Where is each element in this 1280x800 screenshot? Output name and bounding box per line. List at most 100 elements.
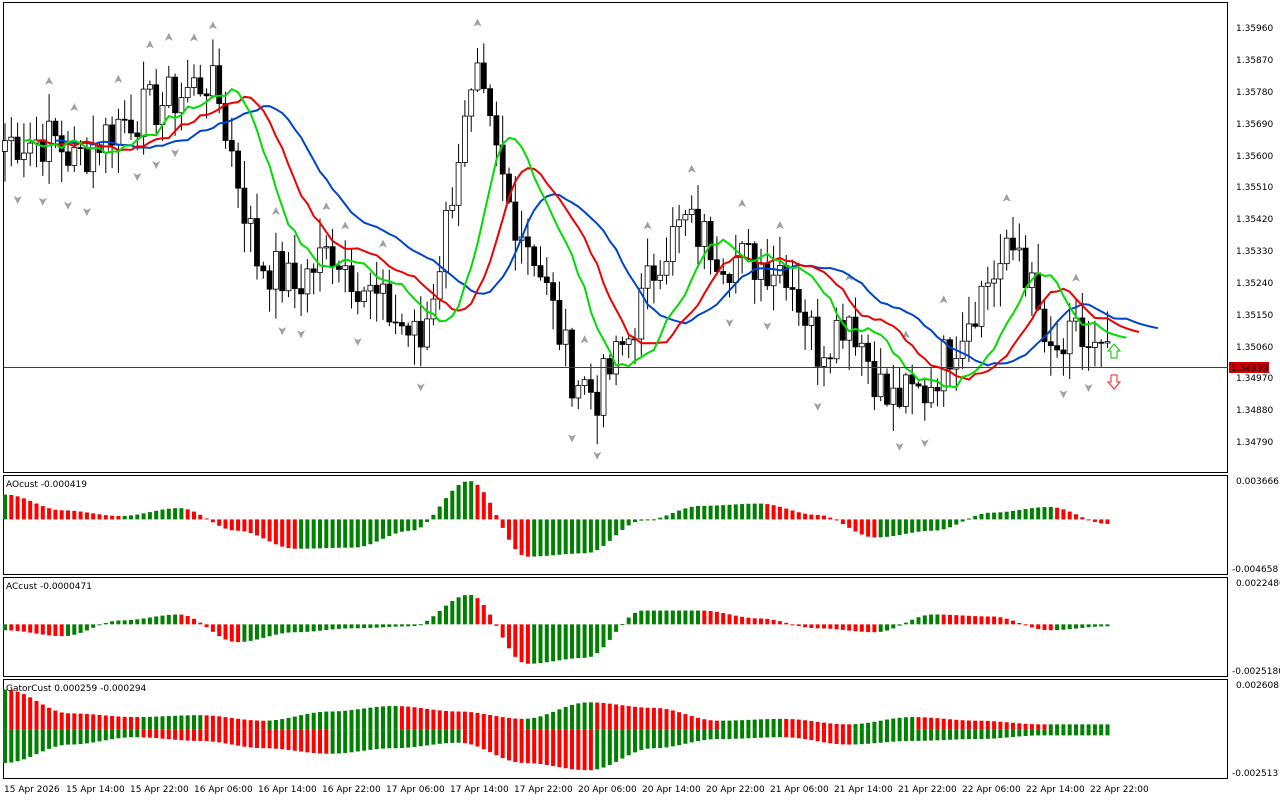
ac-bar	[601, 624, 606, 648]
candle	[877, 373, 884, 398]
ao-bar	[973, 515, 978, 520]
candle	[732, 257, 739, 283]
ao-bar	[859, 519, 864, 535]
gator-bar	[469, 729, 474, 745]
gator-bar	[21, 694, 26, 730]
ac-bar	[242, 624, 247, 642]
gator-bar	[903, 729, 908, 741]
candle	[228, 140, 235, 152]
ao-bar	[966, 518, 971, 520]
ao-bar	[834, 519, 839, 521]
ac-bar	[444, 605, 448, 625]
ac-bar	[954, 615, 959, 625]
gator-bar	[425, 708, 430, 730]
candle	[361, 290, 368, 302]
ao-bar	[84, 512, 89, 520]
ac-bar	[910, 619, 915, 625]
gator-bar	[103, 715, 108, 730]
time-tick: 21 Apr 14:00	[834, 785, 893, 795]
gator-bar	[84, 729, 89, 744]
candle	[764, 262, 771, 287]
ao-bar	[670, 512, 675, 520]
ao-bar	[872, 519, 877, 538]
ao-bar	[1048, 506, 1053, 520]
gator-bar	[437, 710, 442, 730]
ac-bar	[66, 624, 70, 636]
gator-bar	[147, 716, 152, 730]
gator-bar	[771, 729, 776, 738]
gator-bar	[362, 729, 367, 751]
gator-bar	[601, 729, 606, 768]
ao-bar	[1067, 511, 1072, 520]
ao-bar	[179, 508, 184, 520]
fractal-up-icon	[114, 74, 123, 83]
gator-bar	[614, 729, 619, 762]
candle	[380, 283, 386, 294]
gator-bar	[488, 714, 493, 730]
gator-bar	[355, 709, 360, 730]
gator-bar	[273, 729, 278, 749]
price-panel[interactable]	[3, 2, 1228, 473]
candle	[821, 357, 827, 367]
ac-bar	[47, 624, 52, 636]
gator-bar	[897, 729, 902, 742]
fractal-up-icon	[45, 76, 54, 85]
gator-bar	[683, 729, 688, 744]
ao-bar	[28, 500, 33, 520]
gator-bar	[305, 713, 310, 730]
gator-bar	[570, 729, 574, 770]
ac-bar	[639, 610, 644, 625]
ac-bar	[582, 624, 587, 658]
ac-bar	[91, 624, 96, 628]
time-tick: 17 Apr 22:00	[514, 785, 573, 795]
gator-bar	[406, 729, 411, 748]
gator-bar	[97, 714, 102, 730]
gator-bar	[551, 711, 556, 730]
gator-bar	[973, 729, 978, 740]
ac-bar	[299, 624, 304, 633]
ao-bar	[129, 515, 133, 520]
ao-bar	[916, 519, 921, 532]
ac-bar	[399, 624, 404, 627]
gator-bar	[777, 729, 782, 738]
gator-bar	[217, 729, 222, 743]
candle	[543, 276, 550, 284]
ao-bar	[1042, 507, 1047, 520]
ac-bar	[1055, 624, 1060, 631]
candle	[84, 147, 90, 173]
fractal-down-icon	[353, 337, 362, 346]
gator-bar	[538, 729, 543, 765]
gator-bar	[469, 712, 474, 730]
candle	[594, 391, 601, 416]
fractal-down-icon	[297, 330, 306, 339]
candles-layer	[2, 39, 1111, 445]
fractals-layer	[13, 18, 1093, 460]
ac-bar	[462, 595, 467, 625]
ac-bar	[406, 624, 411, 627]
price-tick: 1.34970	[1236, 374, 1273, 384]
gator-bar	[633, 706, 637, 730]
ao-bar	[1029, 508, 1034, 520]
ao-bar	[803, 513, 808, 520]
gator-bar	[110, 729, 115, 740]
ao-bar	[759, 503, 763, 520]
gator-bar	[488, 729, 493, 753]
ac-bar	[223, 624, 228, 640]
gator-bar	[3, 689, 7, 730]
gator-bar	[343, 710, 348, 730]
ao-bar	[299, 519, 304, 549]
gator-bar	[532, 717, 537, 730]
candle	[140, 88, 147, 137]
gator-bar	[318, 711, 322, 730]
candle	[468, 89, 475, 117]
ao-bar	[469, 481, 474, 520]
ac-bar	[815, 624, 820, 629]
fractal-down-icon	[813, 402, 822, 411]
gator-bar	[1092, 729, 1097, 736]
gator-bar	[532, 729, 537, 764]
ao-bar	[248, 519, 253, 534]
fractal-down-icon	[593, 451, 602, 460]
gator-bar	[689, 729, 694, 743]
candle	[71, 147, 78, 166]
